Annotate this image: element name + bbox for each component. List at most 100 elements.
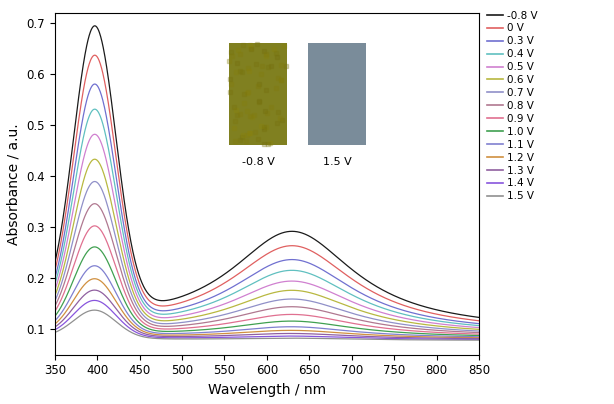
0.8 V bbox=[383, 322, 390, 327]
0.5 V bbox=[238, 295, 246, 299]
1.5 V bbox=[343, 337, 350, 341]
1.5 V bbox=[390, 337, 397, 342]
0.3 V bbox=[223, 288, 230, 292]
1.3 V bbox=[223, 333, 230, 338]
Line: -0.8 V: -0.8 V bbox=[55, 26, 479, 318]
-0.8 V bbox=[390, 293, 397, 298]
1.4 V bbox=[51, 327, 58, 332]
0 V bbox=[383, 296, 390, 301]
-0.8 V bbox=[383, 289, 390, 294]
0.6 V bbox=[390, 317, 397, 322]
Line: 0.3 V: 0.3 V bbox=[55, 84, 479, 324]
1.0 V bbox=[383, 329, 390, 334]
0.9 V bbox=[223, 321, 230, 326]
0.6 V bbox=[343, 303, 350, 308]
0.9 V bbox=[91, 223, 98, 228]
0.3 V bbox=[95, 85, 103, 90]
1.3 V bbox=[390, 335, 397, 340]
0 V bbox=[343, 273, 350, 278]
0.8 V bbox=[223, 316, 230, 321]
Line: 0.4 V: 0.4 V bbox=[55, 109, 479, 326]
0.6 V bbox=[95, 160, 103, 164]
0 V bbox=[51, 268, 58, 273]
1.5 V bbox=[238, 336, 246, 341]
1.2 V bbox=[343, 331, 350, 336]
Line: 1.4 V: 1.4 V bbox=[55, 301, 479, 339]
1.5 V bbox=[223, 337, 230, 341]
-0.8 V bbox=[343, 263, 350, 267]
-0.8 V bbox=[223, 270, 230, 275]
0.5 V bbox=[51, 288, 58, 292]
0.4 V bbox=[223, 294, 230, 299]
0.4 V bbox=[238, 287, 246, 292]
0.5 V bbox=[91, 132, 98, 137]
1.4 V bbox=[383, 336, 390, 341]
1.3 V bbox=[343, 333, 350, 338]
0.8 V bbox=[95, 203, 103, 208]
Line: 0.8 V: 0.8 V bbox=[55, 204, 479, 332]
1.1 V bbox=[383, 331, 390, 336]
Line: 1.1 V: 1.1 V bbox=[55, 266, 479, 337]
1.1 V bbox=[238, 327, 246, 332]
Line: 1.5 V: 1.5 V bbox=[55, 310, 479, 340]
Line: 0.6 V: 0.6 V bbox=[55, 159, 479, 329]
Line: 0.5 V: 0.5 V bbox=[55, 134, 479, 328]
1.2 V bbox=[475, 335, 483, 340]
0.6 V bbox=[91, 157, 98, 162]
1.1 V bbox=[343, 328, 350, 333]
0.9 V bbox=[238, 318, 246, 323]
0.7 V bbox=[91, 179, 98, 184]
1.3 V bbox=[95, 288, 103, 293]
0.4 V bbox=[95, 110, 103, 115]
Line: 1.0 V: 1.0 V bbox=[55, 247, 479, 336]
1.4 V bbox=[390, 336, 397, 341]
0.7 V bbox=[223, 311, 230, 316]
0.9 V bbox=[475, 332, 483, 337]
0.7 V bbox=[343, 309, 350, 314]
1.2 V bbox=[51, 322, 58, 326]
1.0 V bbox=[51, 314, 58, 319]
0.4 V bbox=[390, 309, 397, 314]
0.7 V bbox=[51, 299, 58, 303]
0.9 V bbox=[390, 327, 397, 332]
0.3 V bbox=[343, 282, 350, 287]
1.3 V bbox=[383, 335, 390, 339]
0.5 V bbox=[390, 313, 397, 318]
0.3 V bbox=[390, 305, 397, 310]
0.3 V bbox=[238, 279, 246, 284]
0.6 V bbox=[475, 327, 483, 332]
0.3 V bbox=[51, 276, 58, 281]
0.9 V bbox=[51, 309, 58, 314]
0.7 V bbox=[475, 328, 483, 333]
0.6 V bbox=[223, 306, 230, 311]
0.4 V bbox=[343, 290, 350, 295]
0.8 V bbox=[343, 314, 350, 319]
0.8 V bbox=[51, 304, 58, 309]
1.3 V bbox=[91, 288, 98, 292]
1.2 V bbox=[383, 333, 390, 338]
1.1 V bbox=[51, 318, 58, 323]
-0.8 V bbox=[238, 258, 246, 263]
1.1 V bbox=[223, 328, 230, 333]
-0.8 V bbox=[91, 23, 98, 28]
0.7 V bbox=[238, 307, 246, 312]
0.4 V bbox=[383, 307, 390, 311]
0.3 V bbox=[475, 321, 483, 326]
0 V bbox=[475, 318, 483, 323]
1.0 V bbox=[475, 333, 483, 338]
0.6 V bbox=[238, 301, 246, 306]
Line: 0.7 V: 0.7 V bbox=[55, 181, 479, 331]
0.6 V bbox=[383, 315, 390, 320]
0 V bbox=[390, 299, 397, 304]
1.4 V bbox=[238, 335, 246, 339]
0.8 V bbox=[475, 330, 483, 335]
1.1 V bbox=[390, 332, 397, 337]
1.3 V bbox=[475, 336, 483, 341]
1.4 V bbox=[343, 335, 350, 340]
1.0 V bbox=[343, 324, 350, 329]
0 V bbox=[238, 269, 246, 274]
1.0 V bbox=[95, 246, 103, 251]
0.5 V bbox=[223, 301, 230, 305]
Line: 0.9 V: 0.9 V bbox=[55, 226, 479, 334]
1.2 V bbox=[390, 333, 397, 338]
